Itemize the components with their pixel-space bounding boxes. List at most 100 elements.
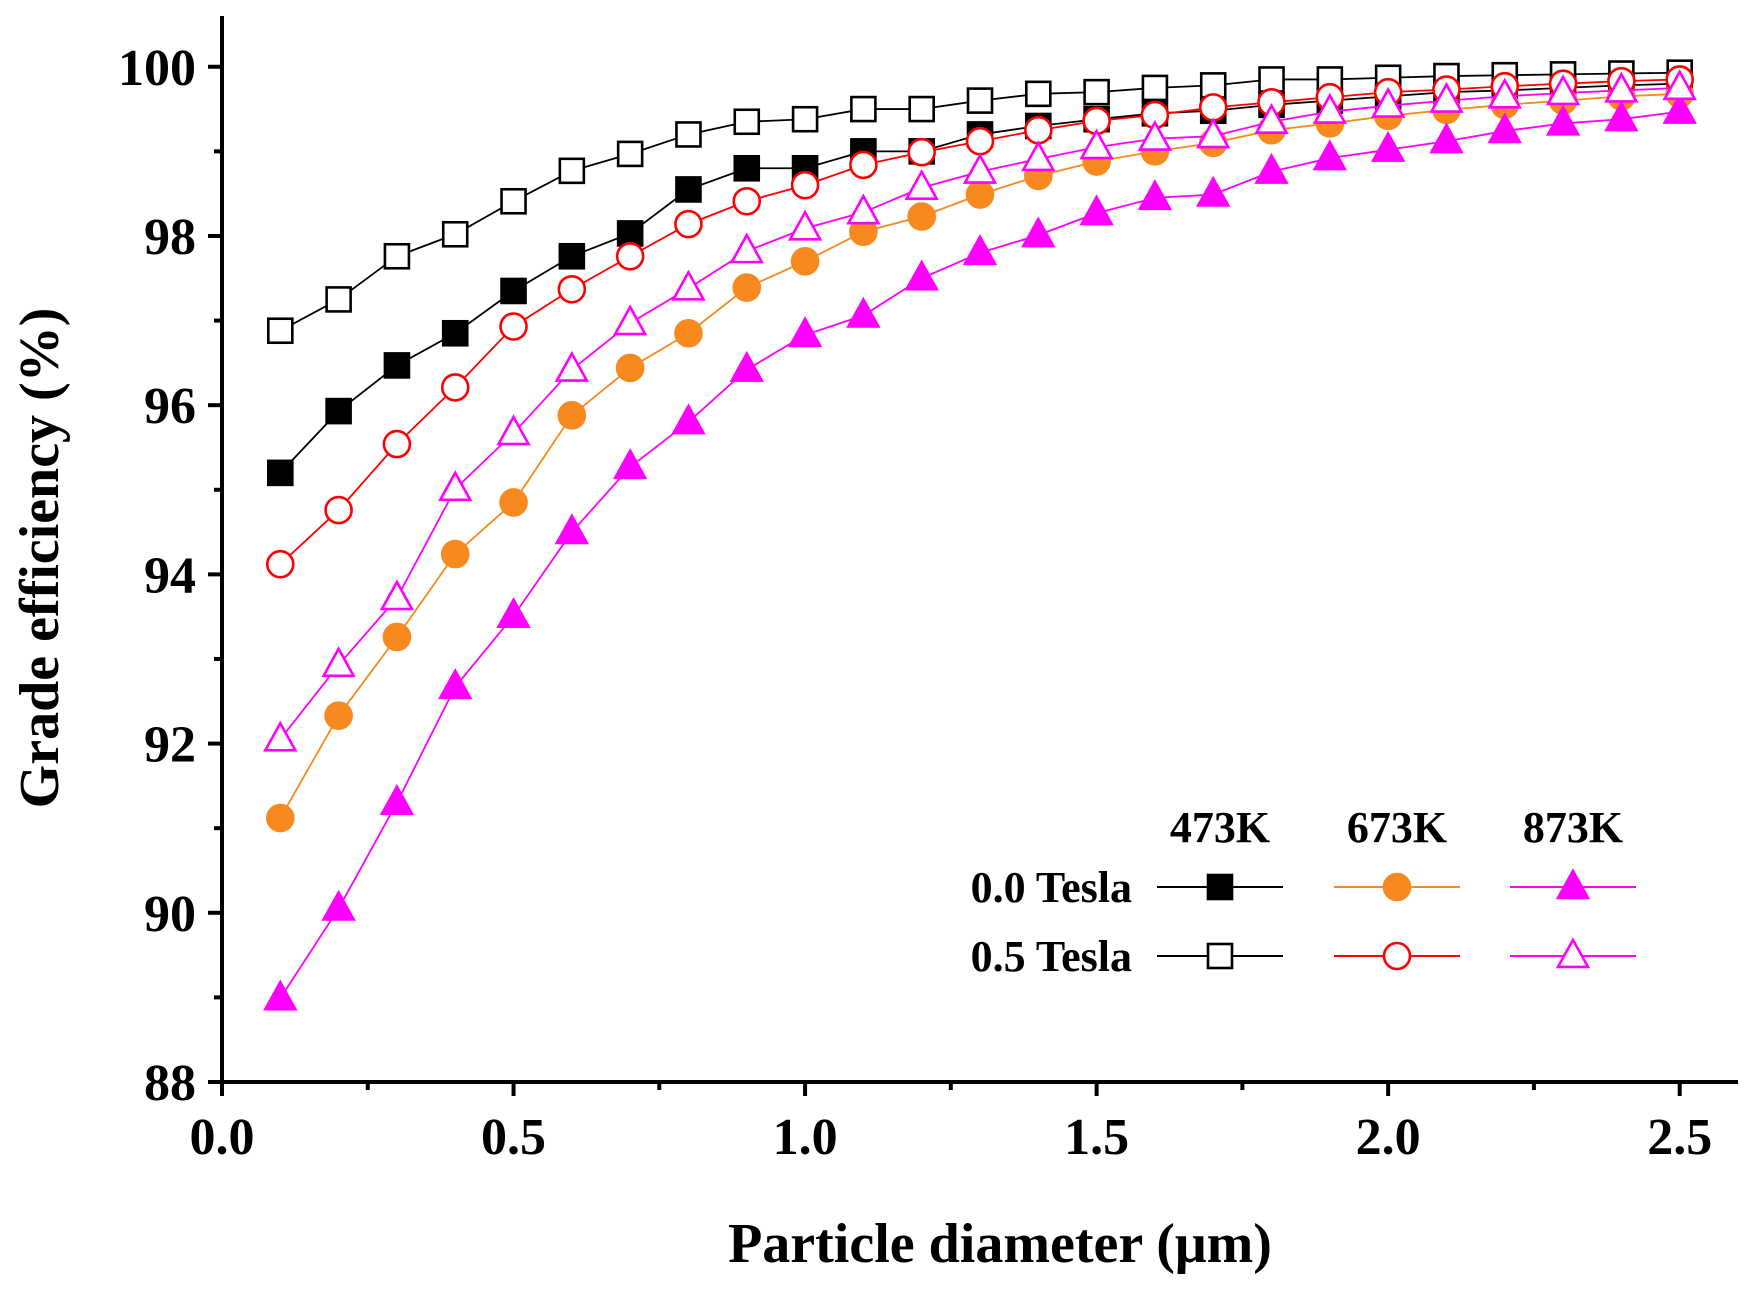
data-point	[1429, 122, 1464, 154]
data-point	[1545, 104, 1581, 136]
legend-marker	[1206, 942, 1234, 970]
data-point	[675, 121, 702, 148]
y-tick-label: 100	[118, 40, 196, 97]
legend-marker	[1206, 873, 1234, 901]
data-point	[787, 209, 823, 241]
legend-entry	[1510, 937, 1636, 969]
data-point	[1137, 179, 1173, 211]
x-tick-label: 2.0	[1356, 1109, 1421, 1166]
data-point	[733, 154, 761, 182]
data-point	[263, 720, 298, 752]
data-point	[379, 784, 415, 816]
plot-series	[263, 59, 1697, 1011]
legend: 473K 673K 873K 0.0 Tesla 0.5 Tesla	[971, 803, 1636, 981]
data-point	[965, 180, 995, 209]
legend-row-label: 0.0 Tesla	[971, 863, 1132, 912]
series-673K-0.5-tesla	[266, 65, 1694, 579]
y-axis-title: Grade efficiency (%)	[9, 308, 71, 809]
data-point	[558, 157, 586, 185]
data-point	[1254, 102, 1289, 134]
legend-marker	[1382, 941, 1412, 971]
data-point	[1021, 216, 1056, 248]
data-point	[324, 701, 353, 730]
y-tick-label: 96	[144, 378, 196, 435]
x-tick-label: 0.5	[481, 1109, 546, 1166]
data-point	[904, 259, 939, 291]
y-tick-label: 88	[144, 1055, 196, 1112]
data-point	[557, 274, 587, 304]
data-point	[616, 140, 644, 168]
legend-entry	[1157, 942, 1283, 970]
data-point	[1370, 130, 1406, 162]
data-point	[496, 414, 531, 446]
legend-entry	[1334, 872, 1460, 902]
data-point	[965, 126, 995, 156]
data-point	[499, 488, 528, 517]
x-tick-label: 0.0	[190, 1109, 255, 1166]
data-point	[383, 352, 411, 379]
data-point	[1137, 119, 1173, 151]
data-point	[379, 579, 415, 611]
data-point	[1198, 93, 1228, 122]
data-point	[324, 495, 353, 525]
data-point	[438, 668, 473, 700]
data-point	[558, 242, 586, 270]
y-tick-label: 92	[144, 717, 196, 774]
data-point	[321, 889, 356, 921]
legend-column-header: 873K	[1523, 803, 1623, 852]
data-point	[674, 209, 703, 239]
legend-row-label: 0.5 Tesla	[971, 932, 1132, 981]
data-point	[612, 304, 648, 336]
data-point	[267, 459, 294, 487]
data-point	[671, 269, 706, 301]
data-point	[907, 137, 936, 167]
data-point	[616, 220, 644, 247]
legend-entry	[1157, 873, 1283, 901]
data-point	[1604, 71, 1639, 103]
data-point	[1312, 139, 1348, 171]
data-point	[732, 186, 762, 216]
data-point	[732, 273, 762, 302]
data-point	[1021, 140, 1056, 172]
data-point	[267, 317, 294, 345]
data-point	[1604, 100, 1639, 132]
series-873K-0.0-tesla	[263, 92, 1697, 1011]
series-673K-0.0-tesla	[266, 79, 1694, 833]
data-point	[671, 403, 706, 435]
data-point	[615, 241, 645, 271]
x-tick-label: 1.0	[773, 1109, 838, 1166]
data-point	[675, 176, 702, 203]
legend-entry	[1334, 941, 1460, 971]
data-point	[1079, 128, 1114, 160]
data-point	[907, 202, 936, 231]
legend-entry	[1510, 868, 1636, 900]
legend-column-header: 673K	[1347, 803, 1447, 852]
data-point	[440, 373, 470, 402]
data-point	[787, 316, 823, 348]
data-point	[1487, 77, 1522, 109]
data-point	[1312, 92, 1348, 124]
legend-marker	[1382, 872, 1412, 902]
data-point	[791, 105, 819, 133]
data-point	[499, 312, 528, 341]
data-point	[440, 539, 470, 569]
data-point	[908, 95, 935, 123]
data-point	[1258, 66, 1285, 93]
data-point	[1254, 152, 1289, 184]
data-point	[733, 108, 761, 136]
data-point	[1141, 74, 1169, 102]
data-point	[438, 470, 473, 502]
data-point	[554, 350, 590, 382]
x-tick-label: 2.5	[1647, 1109, 1712, 1166]
data-point	[729, 232, 764, 264]
data-point	[904, 168, 939, 200]
y-axis-title-group: Grade efficiency (%)	[9, 308, 71, 809]
data-point	[500, 277, 527, 305]
data-point	[1370, 86, 1406, 118]
data-point	[1662, 69, 1697, 101]
series-873K-0.5-tesla	[263, 69, 1697, 752]
legend-marker	[1555, 868, 1591, 900]
y-tick-label: 98	[144, 209, 196, 266]
data-point	[441, 319, 469, 347]
